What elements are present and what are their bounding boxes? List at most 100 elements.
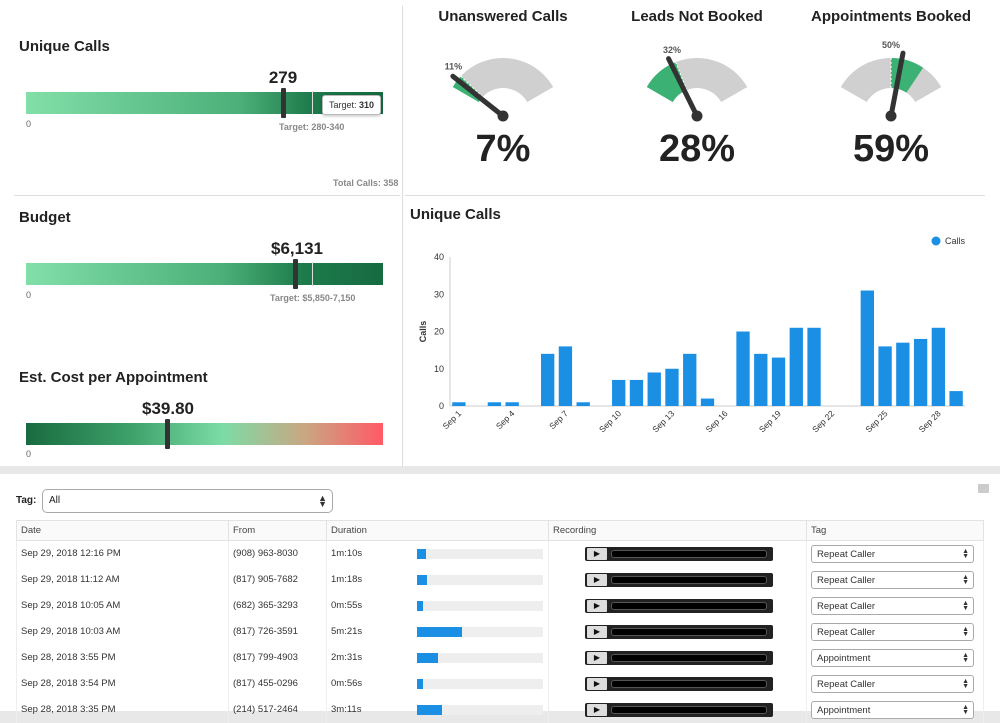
- bar-sep-12[interactable]: [647, 372, 661, 406]
- y-tick-label: 10: [434, 364, 444, 374]
- unique-calls-min: 0: [26, 119, 32, 129]
- header-recording[interactable]: Recording: [548, 520, 807, 541]
- tag-select[interactable]: Repeat Caller ▲ ▼: [811, 570, 974, 589]
- audio-player[interactable]: ▶: [585, 572, 773, 587]
- tag-select[interactable]: Repeat Caller ▲ ▼: [811, 622, 974, 641]
- bar-sep-18[interactable]: [754, 353, 768, 406]
- duration-text: 1m:10s: [331, 548, 363, 560]
- cell-recording: ▶: [548, 540, 807, 567]
- calls-table: Date From Duration Recording Tag Sep 29,…: [16, 520, 984, 723]
- bar-sep-26[interactable]: [896, 342, 910, 406]
- audio-progress-track[interactable]: [611, 601, 767, 610]
- tag-select[interactable]: Repeat Caller ▲ ▼: [811, 596, 974, 615]
- tag-filter-label: Tag:: [16, 495, 37, 506]
- budget-value: $6,131: [271, 239, 323, 258]
- cell-duration: 0m:56s: [326, 670, 549, 697]
- cell-date: Sep 29, 2018 12:16 PM: [16, 540, 229, 567]
- bar-sep-17[interactable]: [736, 331, 750, 407]
- audio-progress-track[interactable]: [611, 679, 767, 688]
- audio-progress-track[interactable]: [611, 627, 767, 636]
- header-date[interactable]: Date: [16, 520, 229, 541]
- audio-player[interactable]: ▶: [585, 676, 773, 691]
- play-icon[interactable]: ▶: [587, 573, 607, 586]
- play-icon[interactable]: ▶: [587, 677, 607, 690]
- play-icon[interactable]: ▶: [587, 703, 607, 716]
- header-duration[interactable]: Duration: [326, 520, 549, 541]
- legend-label[interactable]: Calls: [945, 236, 966, 246]
- bar-sep-6[interactable]: [541, 353, 555, 406]
- audio-progress-track[interactable]: [611, 653, 767, 662]
- cost-marker[interactable]: [165, 419, 170, 449]
- audio-player[interactable]: ▶: [585, 702, 773, 717]
- gauge-appointments: 50%: [840, 40, 942, 122]
- bar-sep-8[interactable]: [576, 402, 590, 406]
- bar-sep-20[interactable]: [789, 327, 803, 406]
- bar-sep-25[interactable]: [878, 346, 892, 406]
- table-row[interactable]: Sep 29, 2018 12:16 PM (908) 963-8030 1m:…: [16, 540, 984, 567]
- audio-progress-track[interactable]: [611, 549, 767, 558]
- tag-select[interactable]: Repeat Caller ▲ ▼: [811, 674, 974, 693]
- audio-progress-track[interactable]: [611, 705, 767, 714]
- bar-sep-10[interactable]: [612, 379, 626, 406]
- budget-marker[interactable]: [293, 259, 298, 289]
- tag-select-value: Repeat Caller: [817, 548, 876, 560]
- bar-sep-7[interactable]: [558, 346, 573, 406]
- header-from[interactable]: From: [228, 520, 327, 541]
- bar-sep-24[interactable]: [860, 290, 874, 406]
- bar-sep-19[interactable]: [771, 357, 786, 406]
- gauge-unanswered: 11%: [445, 58, 554, 122]
- table-row[interactable]: Sep 28, 2018 3:35 PM (214) 517-2464 3m:1…: [16, 696, 984, 723]
- bar-sep-27[interactable]: [913, 338, 928, 406]
- select-arrows-icon: ▲ ▼: [962, 703, 969, 716]
- play-icon[interactable]: ▶: [587, 547, 607, 560]
- table-row[interactable]: Sep 29, 2018 10:05 AM (682) 365-3293 0m:…: [16, 592, 984, 619]
- audio-player[interactable]: ▶: [585, 546, 773, 561]
- cost-bar: [26, 423, 383, 445]
- play-icon[interactable]: ▶: [587, 651, 607, 664]
- cell-duration: 0m:55s: [326, 592, 549, 619]
- duration-bar-fill: [417, 652, 439, 663]
- x-tick-label: Sep 16: [704, 408, 730, 434]
- cell-recording: ▶: [548, 696, 807, 723]
- cell-date: Sep 28, 2018 3:35 PM: [16, 696, 229, 723]
- bar-sep-13[interactable]: [665, 368, 679, 406]
- duration-bar: [417, 548, 543, 559]
- audio-progress-track[interactable]: [611, 575, 767, 584]
- total-calls-footer: Total Calls: 358: [333, 178, 399, 188]
- tag-select[interactable]: Appointment ▲ ▼: [811, 648, 974, 667]
- tag-select[interactable]: Repeat Caller ▲ ▼: [811, 544, 974, 563]
- x-tick-label: Sep 22: [810, 408, 836, 434]
- select-arrows-icon: ▲ ▼: [318, 493, 327, 509]
- bar-sep-3[interactable]: [487, 402, 502, 406]
- bar-sep-14[interactable]: [683, 353, 697, 406]
- audio-player[interactable]: ▶: [585, 624, 773, 639]
- tag-select-value: Repeat Caller: [817, 574, 876, 586]
- comment-icon[interactable]: [978, 484, 989, 493]
- audio-player[interactable]: ▶: [585, 598, 773, 613]
- header-tag[interactable]: Tag: [806, 520, 984, 541]
- bar-sep-1[interactable]: [452, 402, 466, 406]
- bar-sep-11[interactable]: [629, 379, 644, 406]
- y-tick-label: 20: [434, 327, 444, 337]
- bar-sep-28[interactable]: [931, 327, 946, 406]
- cell-tag: Repeat Caller ▲ ▼: [806, 540, 984, 567]
- play-icon[interactable]: ▶: [587, 625, 607, 638]
- table-row[interactable]: Sep 28, 2018 3:55 PM (817) 799-4903 2m:3…: [16, 644, 984, 671]
- unique-calls-marker[interactable]: [281, 88, 286, 118]
- bar-sep-4[interactable]: [505, 402, 519, 406]
- table-row[interactable]: Sep 29, 2018 11:12 AM (817) 905-7682 1m:…: [16, 566, 984, 593]
- bar-sep-29[interactable]: [949, 391, 963, 406]
- cell-date: Sep 29, 2018 10:05 AM: [16, 592, 229, 619]
- table-row[interactable]: Sep 28, 2018 3:54 PM (817) 455-0296 0m:5…: [16, 670, 984, 697]
- budget-min: 0: [26, 290, 32, 300]
- table-row[interactable]: Sep 29, 2018 10:03 AM (817) 726-3591 5m:…: [16, 618, 984, 645]
- tag-select[interactable]: Appointment ▲ ▼: [811, 700, 974, 719]
- cell-date: Sep 28, 2018 3:54 PM: [16, 670, 229, 697]
- cell-from: (682) 365-3293: [228, 592, 327, 619]
- bar-sep-21[interactable]: [807, 327, 821, 406]
- audio-player[interactable]: ▶: [585, 650, 773, 665]
- tag-filter-select[interactable]: All ▲ ▼: [42, 489, 333, 513]
- chart-title: Unique Calls: [410, 206, 501, 223]
- play-icon[interactable]: ▶: [587, 599, 607, 612]
- bar-sep-15[interactable]: [700, 398, 715, 406]
